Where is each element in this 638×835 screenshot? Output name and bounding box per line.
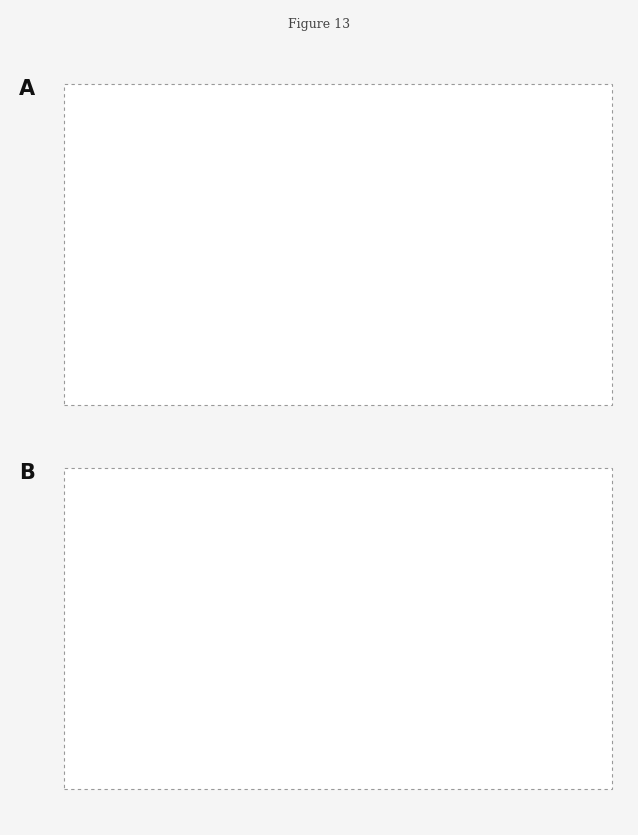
Text: 5.2%: 5.2% <box>347 300 373 310</box>
Bar <box>157 148 206 321</box>
Bar <box>425 286 474 321</box>
Text: 100.3%: 100.3% <box>161 135 201 145</box>
Text: A: A <box>19 79 35 99</box>
Text: 42.6%: 42.6% <box>254 235 287 245</box>
Text: 10.8%: 10.8% <box>344 674 376 684</box>
Bar <box>246 247 295 321</box>
Bar <box>336 312 385 321</box>
Text: 7.6%: 7.6% <box>526 296 552 306</box>
Bar <box>514 308 563 321</box>
Text: FVIIa/TF: FVIIa/TF <box>283 474 360 492</box>
Text: 0.0%: 0.0% <box>526 693 552 703</box>
Text: 100.0%: 100.0% <box>161 519 201 529</box>
Bar <box>157 532 206 706</box>
Text: FXa: FXa <box>325 90 360 108</box>
Text: Figure 13: Figure 13 <box>288 18 350 32</box>
Text: 結合: 結合 <box>360 90 385 108</box>
Text: 結合: 結合 <box>360 474 385 492</box>
Text: B: B <box>19 463 35 483</box>
Text: 25.1%: 25.1% <box>254 650 287 660</box>
Text: 20.8%: 20.8% <box>433 273 466 283</box>
Text: 0.0%: 0.0% <box>436 693 463 703</box>
Bar <box>246 662 295 706</box>
Bar <box>336 686 385 706</box>
